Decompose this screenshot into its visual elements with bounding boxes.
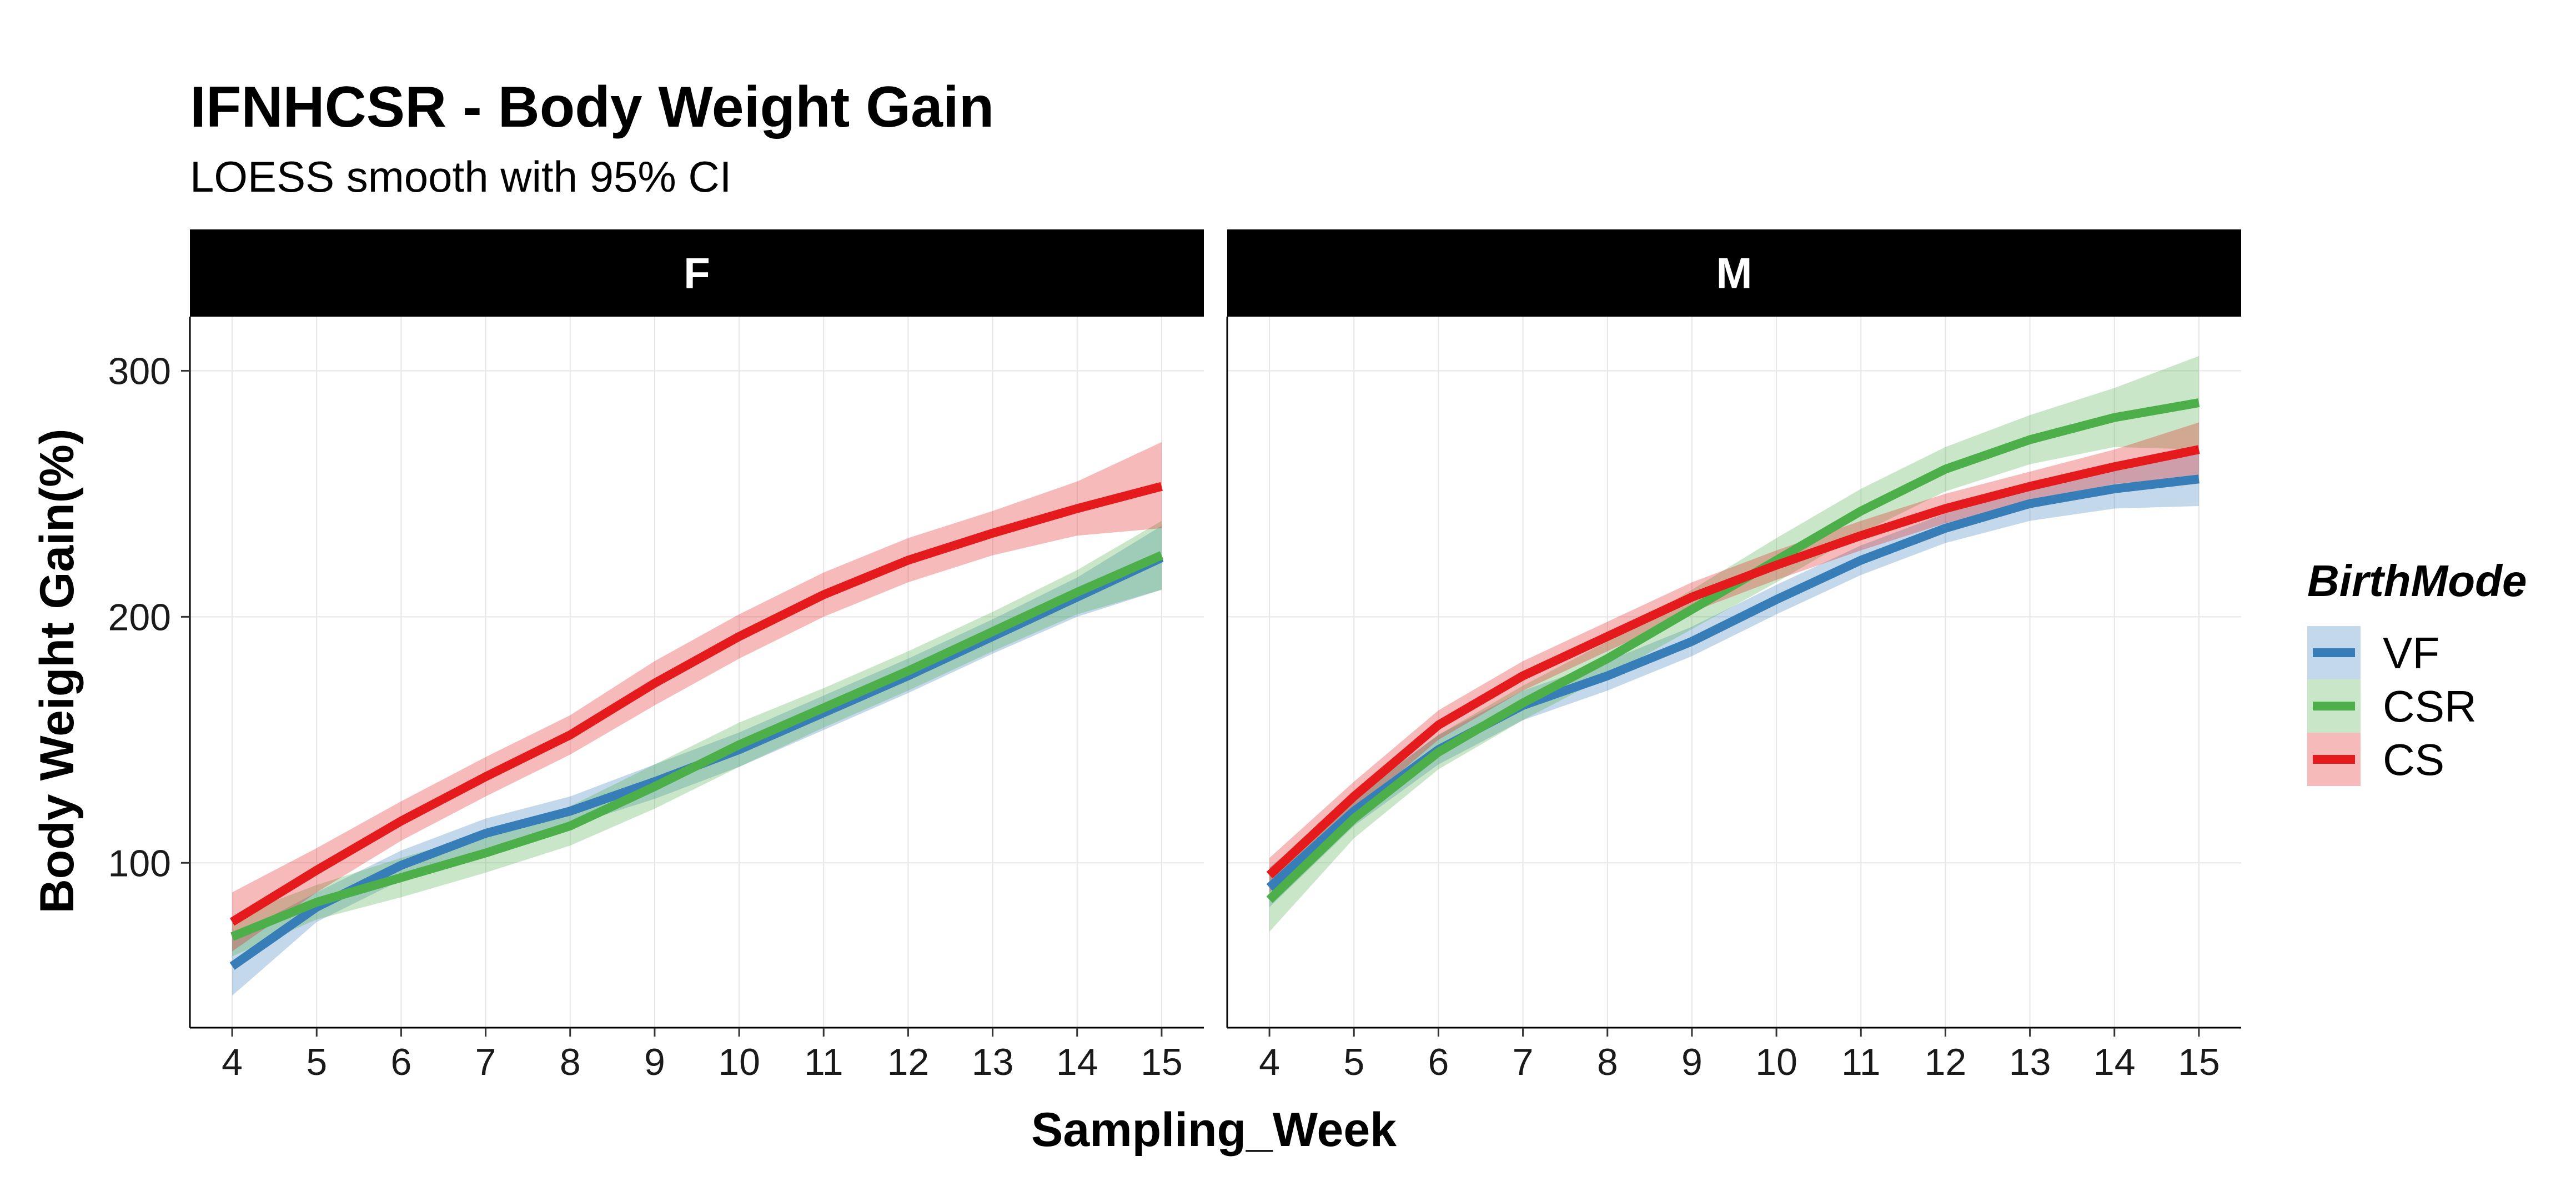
ci-ribbon-CSR [1269,356,2199,932]
chart-subtitle: LOESS smooth with 95% CI [190,152,731,201]
x-tick-label: 8 [560,1041,581,1083]
x-tick-label: 15 [2178,1041,2220,1083]
x-tick-label: 11 [804,1041,843,1083]
facet-strip-label: M [1716,249,1753,298]
y-axis-title: Body Weight Gain(%) [31,429,84,914]
facet-panels: F 4 5 6 7 8 9 10 11 12 13 14 15 100 200 300 M 4 5 6 7 8 9 10 11 1… [108,229,2241,1083]
x-tick-label: 4 [1259,1041,1280,1083]
ci-ribbon-CSR [232,521,1162,957]
x-tick-label: 14 [1056,1041,1098,1083]
x-tick-label: 8 [1597,1041,1618,1083]
ci-ribbon-VF [1269,452,2199,907]
facet-strip-label: F [684,249,710,298]
x-tick-label: 7 [1513,1041,1534,1083]
x-tick-label: 4 [222,1041,243,1083]
legend-label: CS [2383,735,2444,784]
x-tick-label: 7 [475,1041,496,1083]
facet-strip [1227,229,2241,317]
y-tick-label: 200 [108,596,171,638]
legend-entry-CSR: CSR [2307,679,2477,733]
x-tick-label: 9 [1681,1041,1703,1083]
chart-title: IFNHCSR - Body Weight Gain [190,75,994,139]
panel-F: F 4 5 6 7 8 9 10 11 12 13 14 15 100 200 300 [108,229,1204,1083]
x-tick-label: 12 [1925,1041,1967,1083]
legend-label: CSR [2383,682,2477,731]
x-tick-label: 14 [2093,1041,2136,1083]
legend-entry-VF: VF [2307,626,2439,679]
x-tick-label: 10 [1755,1041,1797,1083]
x-tick-label: 5 [306,1041,327,1083]
x-tick-label: 9 [644,1041,665,1083]
x-tick-label: 6 [391,1041,412,1083]
series-line-CSR [230,551,1164,941]
legend-entry-CS: CS [2307,733,2444,786]
facet-strip [190,229,1204,317]
x-tick-label: 5 [1343,1041,1364,1083]
series-line-CS [229,482,1163,926]
x-tick-label: 13 [2009,1041,2051,1083]
x-axis-title: Sampling_Week [1031,1103,1397,1157]
legend-label: VF [2383,628,2439,678]
ci-ribbon-CS [232,442,1162,952]
x-tick-label: 10 [718,1041,760,1083]
x-tick-label: 13 [972,1041,1014,1083]
panel-M: M 4 5 6 7 8 9 10 11 12 13 14 15 [1226,229,2241,1083]
legend-title: BirthMode [2307,556,2527,605]
y-tick-label: 300 [108,350,171,392]
x-tick-label: 11 [1841,1041,1881,1083]
series-line-CS [1266,445,2200,879]
x-tick-label: 6 [1428,1041,1449,1083]
x-tick-label: 12 [887,1041,930,1083]
y-tick-label: 100 [108,842,171,884]
x-tick-label: 15 [1141,1041,1183,1083]
